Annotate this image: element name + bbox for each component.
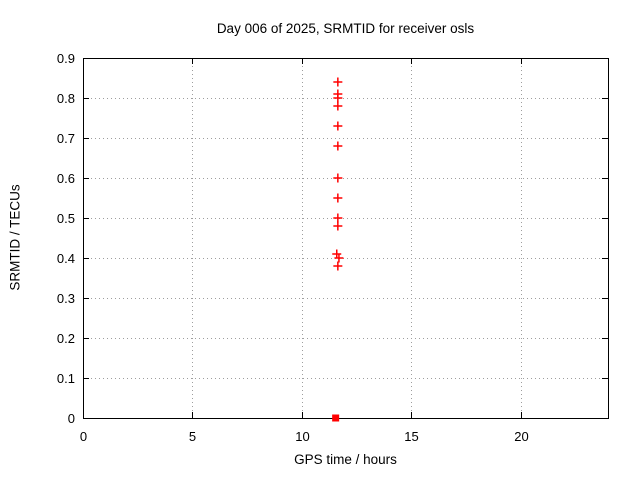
data-point-plus [333, 193, 343, 203]
data-point-plus [333, 121, 343, 131]
y-tick-label: 0.7 [57, 131, 75, 146]
x-tick-label: 15 [404, 429, 418, 444]
data-point-plus [333, 93, 343, 103]
y-axis-label: SRMTID / TECUs [7, 184, 23, 291]
plot-border [83, 58, 609, 419]
x-tick-label: 5 [189, 429, 196, 444]
x-tick-label: 10 [295, 429, 309, 444]
chart-title: Day 006 of 2025, SRMTID for receiver osl… [216, 21, 475, 36]
x-axis-label: GPS time / hours [294, 452, 397, 467]
data-point-plus [333, 101, 343, 111]
data-point-plus [333, 261, 343, 271]
data-point-plus [333, 77, 343, 87]
y-tick-label: 0.2 [57, 331, 75, 346]
y-tick-label: 0.6 [57, 171, 75, 186]
y-tick-label: 0.5 [57, 211, 75, 226]
y-tick-label: 0.9 [57, 51, 75, 66]
data-point-plus [333, 173, 343, 183]
y-tick-label: 0 [68, 411, 75, 426]
data-point-square [332, 414, 340, 422]
x-tick-label: 0 [80, 429, 87, 444]
data-point-plus [334, 253, 344, 263]
y-tick-label: 0.3 [57, 291, 75, 306]
data-point-plus [333, 213, 343, 223]
data-point-plus [333, 141, 343, 151]
y-tick-label: 0.8 [57, 91, 75, 106]
data-point-plus [333, 221, 343, 231]
y-tick-label: 0.4 [57, 251, 75, 266]
y-tick-label: 0.1 [57, 371, 75, 386]
x-tick-label: 20 [514, 429, 528, 444]
data-point-plus [332, 249, 342, 259]
